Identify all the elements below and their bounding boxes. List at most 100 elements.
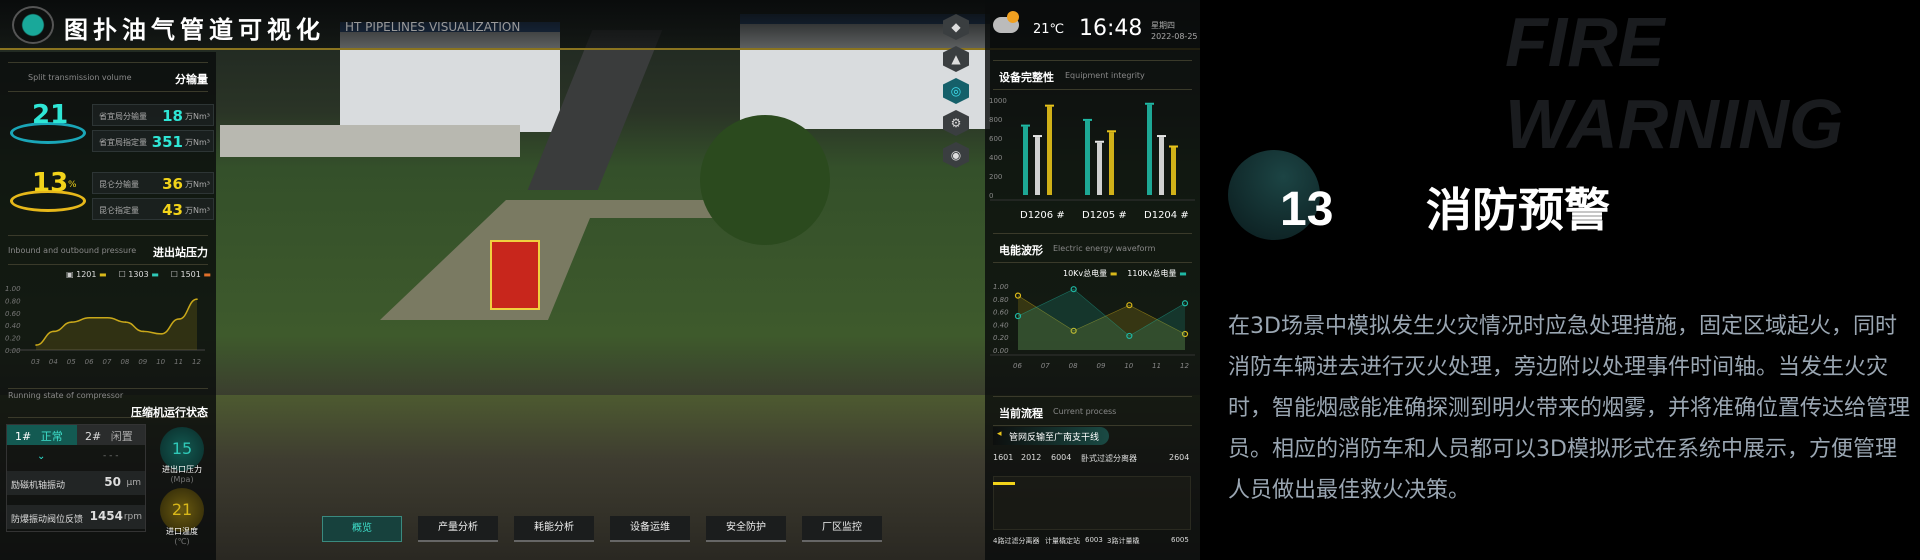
checkbox[interactable]: ☐	[118, 270, 126, 279]
section-en: Electric energy waveform	[1053, 244, 1156, 253]
x-tick-label: D1204 #	[1144, 210, 1189, 221]
checkbox[interactable]: ▣	[66, 270, 74, 279]
x-tick-label: D1205 #	[1082, 210, 1127, 221]
metric-label: 防爆振动阀位反馈	[11, 515, 84, 525]
bar[interactable]	[1171, 147, 1176, 196]
data-point[interactable]	[1181, 330, 1189, 338]
bar[interactable]	[1159, 137, 1164, 195]
y-tick-label: 800	[989, 116, 1002, 124]
row-label: 昆仑指定量	[99, 206, 139, 215]
route-label[interactable]: ◂ 管网反输至广南支干线	[993, 427, 1109, 445]
unit-state: 正常	[40, 430, 63, 443]
bar[interactable]	[1109, 132, 1114, 195]
data-point[interactable]	[1126, 332, 1133, 340]
fire-truck[interactable]	[490, 240, 540, 310]
pressure-chart: 0.00 0.20 0.40 0.60 0.80 1.00 03 04 05 06 07 08 09 10…	[5, 285, 205, 366]
data-point[interactable]	[1181, 300, 1189, 307]
section-cn: 电能波形	[999, 244, 1043, 257]
x-tick-label: 08	[1069, 362, 1078, 370]
unit-state: 闲置	[110, 430, 133, 443]
gauge-value: 21	[32, 100, 69, 130]
data-point	[142, 330, 145, 333]
data-point[interactable]	[1070, 327, 1077, 334]
nav-tab[interactable]: 设备运维	[610, 516, 690, 542]
series-line	[1017, 288, 1186, 337]
x-tick-label: 08	[120, 358, 129, 366]
legend-item[interactable]: ☐ 1303 ▬	[119, 270, 159, 279]
section-cn: 分输量	[175, 73, 208, 86]
series-area	[1018, 295, 1185, 350]
nav-tab[interactable]: 产量分析	[418, 516, 498, 542]
section-header-pressure: Inbound and outbound pressure 进出站压力	[8, 235, 208, 265]
row-value: 351	[151, 133, 183, 151]
app-subtitle: HT PIPELINES VISUALIZATION	[345, 20, 521, 34]
partly-cloudy-icon	[993, 11, 1019, 33]
right-panel: 21℃ 16:48 星期四 2022-08-25 设备完整性 Equipment…	[985, 0, 1200, 560]
checkbox[interactable]: ☐	[170, 270, 178, 279]
data-point	[35, 344, 37, 346]
legend-item[interactable]: 10Kv总电量 ▬	[1063, 268, 1117, 279]
feature-title: 消防预警	[1426, 183, 1610, 237]
nav-tab[interactable]: 概览	[322, 516, 402, 542]
y-tick-label: 0.80	[993, 296, 1009, 304]
data-point[interactable]	[1126, 302, 1133, 309]
data-point[interactable]	[1014, 292, 1022, 299]
y-tick-label: 0.20	[993, 334, 1009, 342]
chart-legend: 10Kv总电量 ▬ 110Kv总电量 ▬	[1063, 268, 1187, 279]
section-header-compressor: Running state of compressor 压缩机运行状态	[8, 388, 208, 419]
legend-swatch: ▬	[1109, 269, 1118, 278]
process-timeline: 1601 2012 6004 卧式过滤分离器 2604 4路过滤分离器 计量橇定站 6003 3…	[993, 448, 1195, 548]
dashboard: 图扑油气管道可视化 HT PIPELINES VISUALIZATION Spl…	[0, 0, 1200, 560]
bar[interactable]	[1023, 126, 1028, 195]
bar-cap	[1083, 118, 1092, 121]
bar[interactable]	[1085, 120, 1090, 195]
x-tick-label: 09	[138, 358, 147, 366]
unit-2-tab[interactable]: 2# 闲置	[77, 425, 145, 445]
section-en: Equipment integrity	[1065, 71, 1145, 80]
data-point[interactable]	[1014, 312, 1022, 320]
volume-row: 省宜局分输量 18 万Nm³	[92, 104, 214, 126]
nav-tab[interactable]: 厂区监控	[802, 516, 882, 542]
data-point	[70, 321, 73, 323]
gauge-ring	[10, 122, 86, 144]
process-node-label: 1601	[993, 453, 1014, 462]
legend-item[interactable]: ☐ 1501 ▬	[171, 270, 211, 279]
data-point	[196, 298, 198, 300]
compressor-table: 1# 正常 2# 闲置 ⌄ - - - 励磁机轴振动 50 μm 防爆振动阀位反馈 1…	[6, 424, 146, 532]
bar-cap	[1145, 102, 1154, 105]
clock-time: 16:48	[1079, 16, 1143, 41]
unit-1-tab[interactable]: 1# 正常	[7, 425, 77, 445]
data-point[interactable]	[1070, 286, 1077, 293]
bar-cap	[1021, 124, 1030, 127]
nav-tab[interactable]: 耗能分析	[514, 516, 594, 542]
bg-title-en-1: FIRE	[1505, 3, 1665, 81]
data-point	[53, 330, 55, 333]
legend-item[interactable]: 110Kv总电量 ▬	[1127, 268, 1186, 279]
nav-tab[interactable]: 安全防护	[706, 516, 786, 542]
gauge-ring	[10, 190, 86, 212]
bar[interactable]	[1047, 106, 1052, 195]
row-label: 省宜局指定量	[99, 138, 147, 147]
legend-label: 1501	[180, 270, 201, 279]
volume-row: 昆仑指定量 43 万Nm³	[92, 198, 214, 220]
x-tick-label: 10	[1124, 362, 1133, 370]
legend-swatch: ▬	[151, 270, 159, 279]
metric-row: 防爆振动阀位反馈 1454 rpm	[7, 505, 145, 529]
bar-cap	[1107, 130, 1116, 133]
legend-item[interactable]: ▣ 1201 ▬	[66, 270, 107, 279]
legend-label: 10Kv总电量	[1063, 269, 1108, 278]
weekday: 星期四	[1151, 21, 1175, 30]
bar[interactable]	[1035, 137, 1040, 195]
bar[interactable]	[1097, 142, 1102, 195]
bar[interactable]	[1147, 104, 1152, 195]
metric-value: 1454	[89, 509, 123, 523]
gauge-unit: (Mpa)	[170, 475, 194, 484]
y-tick-label: 0	[989, 192, 993, 200]
gauge-label: 进出口压力 (Mpa)	[152, 464, 212, 484]
chevron-down-icon[interactable]: ⌄	[37, 451, 46, 462]
section-en: Split transmission volume	[28, 73, 132, 82]
arrow-left-icon: ◂	[997, 429, 1002, 439]
gauge-label-text: 进口温度	[166, 527, 198, 536]
x-tick-label: 11	[1152, 362, 1161, 370]
bar-cap	[1045, 104, 1054, 107]
